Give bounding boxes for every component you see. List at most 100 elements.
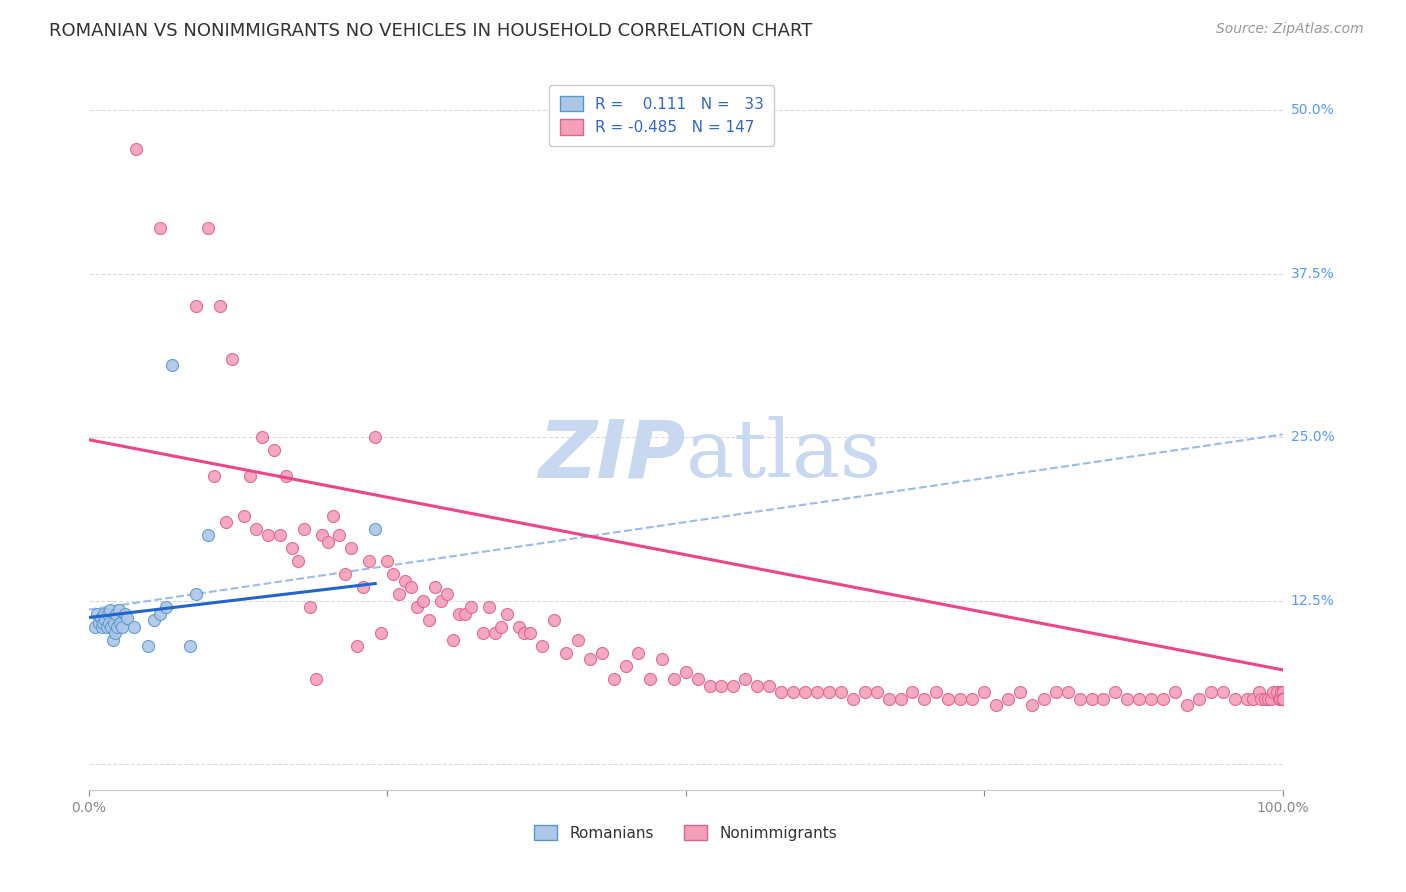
Point bbox=[912, 691, 935, 706]
Point bbox=[925, 685, 948, 699]
Point bbox=[508, 620, 530, 634]
Point bbox=[1268, 691, 1291, 706]
Text: atlas: atlas bbox=[686, 417, 880, 494]
Point bbox=[1271, 691, 1294, 706]
Point bbox=[471, 626, 494, 640]
Point bbox=[1021, 698, 1043, 713]
Point bbox=[1257, 691, 1279, 706]
Point bbox=[263, 443, 285, 458]
Point bbox=[90, 620, 112, 634]
Point bbox=[531, 640, 554, 654]
Point bbox=[734, 672, 756, 686]
Point bbox=[1271, 691, 1294, 706]
Point bbox=[186, 299, 208, 313]
Point bbox=[1212, 685, 1234, 699]
Point bbox=[138, 640, 160, 654]
Point bbox=[484, 626, 506, 640]
Point bbox=[447, 607, 470, 621]
Point bbox=[274, 469, 297, 483]
Point bbox=[316, 534, 339, 549]
Point bbox=[866, 685, 889, 699]
Point bbox=[662, 672, 685, 686]
Point bbox=[359, 554, 381, 568]
Point bbox=[111, 620, 134, 634]
Point bbox=[877, 691, 900, 706]
Point bbox=[304, 672, 326, 686]
Point bbox=[984, 698, 1007, 713]
Point bbox=[186, 587, 208, 601]
Point bbox=[108, 615, 131, 630]
Point bbox=[423, 581, 446, 595]
Point bbox=[543, 613, 565, 627]
Point bbox=[83, 620, 105, 634]
Point bbox=[1188, 691, 1211, 706]
Point bbox=[96, 620, 118, 634]
Point bbox=[997, 691, 1019, 706]
Point bbox=[104, 626, 127, 640]
Point bbox=[1271, 691, 1294, 706]
Point bbox=[949, 691, 972, 706]
Point bbox=[311, 528, 333, 542]
Point bbox=[232, 508, 254, 523]
Point bbox=[495, 607, 517, 621]
Point bbox=[406, 600, 429, 615]
Point bbox=[675, 665, 697, 680]
Point bbox=[591, 646, 613, 660]
Point bbox=[1236, 691, 1258, 706]
Point bbox=[197, 220, 219, 235]
Point bbox=[1008, 685, 1031, 699]
Point bbox=[269, 528, 291, 542]
Point bbox=[202, 469, 225, 483]
Point bbox=[143, 613, 166, 627]
Point bbox=[399, 581, 422, 595]
Text: 12.5%: 12.5% bbox=[1291, 593, 1334, 607]
Point bbox=[94, 613, 117, 627]
Point bbox=[418, 613, 440, 627]
Point bbox=[114, 607, 136, 621]
Point bbox=[179, 640, 201, 654]
Point bbox=[388, 587, 411, 601]
Point bbox=[710, 679, 733, 693]
Point bbox=[1271, 691, 1294, 706]
Point bbox=[1199, 685, 1222, 699]
Point bbox=[806, 685, 828, 699]
Point bbox=[460, 600, 482, 615]
Point bbox=[1271, 691, 1294, 706]
Point bbox=[115, 610, 138, 624]
Point bbox=[98, 602, 121, 616]
Point bbox=[1270, 685, 1292, 699]
Point bbox=[478, 600, 501, 615]
Point bbox=[364, 430, 387, 444]
Point bbox=[627, 646, 650, 660]
Point bbox=[103, 615, 125, 630]
Point bbox=[1270, 691, 1292, 706]
Point bbox=[1056, 685, 1078, 699]
Point bbox=[90, 610, 112, 624]
Point bbox=[125, 142, 148, 156]
Point bbox=[328, 528, 350, 542]
Point bbox=[842, 691, 865, 706]
Point bbox=[1164, 685, 1187, 699]
Point bbox=[1128, 691, 1150, 706]
Point bbox=[436, 587, 458, 601]
Point bbox=[1069, 691, 1091, 706]
Point bbox=[412, 593, 434, 607]
Point bbox=[513, 626, 536, 640]
Point bbox=[250, 430, 273, 444]
Point bbox=[364, 522, 387, 536]
Point bbox=[149, 220, 172, 235]
Text: 25.0%: 25.0% bbox=[1291, 430, 1334, 444]
Point bbox=[1261, 685, 1284, 699]
Point bbox=[101, 632, 124, 647]
Point bbox=[1271, 691, 1294, 706]
Point bbox=[936, 691, 959, 706]
Point bbox=[122, 620, 145, 634]
Point bbox=[686, 672, 709, 686]
Point bbox=[98, 615, 121, 630]
Point bbox=[441, 632, 464, 647]
Point bbox=[1271, 685, 1294, 699]
Point bbox=[818, 685, 841, 699]
Point bbox=[292, 522, 315, 536]
Point bbox=[382, 567, 405, 582]
Point bbox=[340, 541, 363, 556]
